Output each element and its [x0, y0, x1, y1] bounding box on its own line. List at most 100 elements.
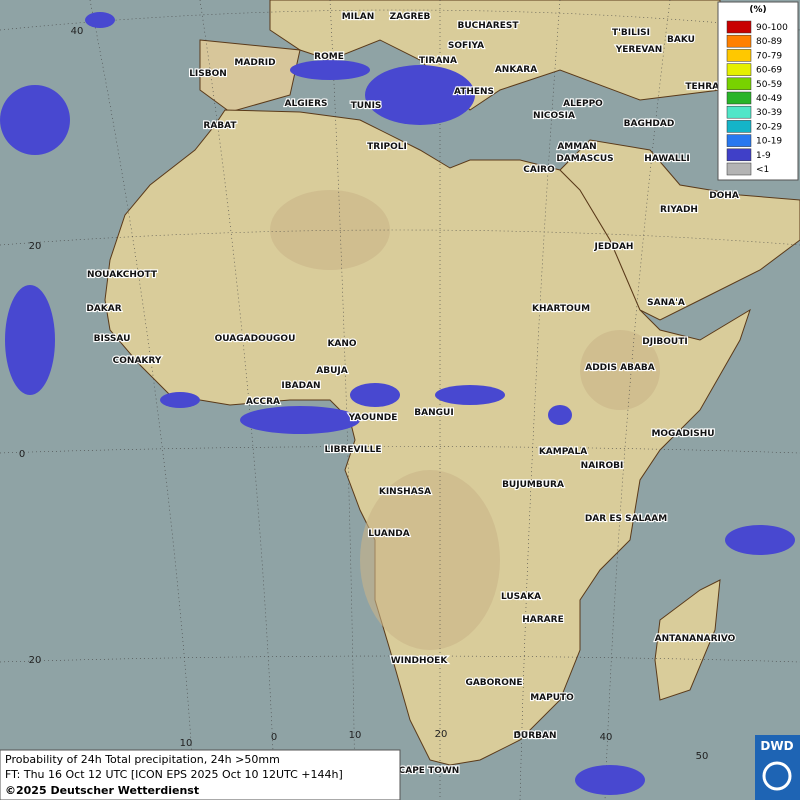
city-label: ROME	[314, 52, 344, 62]
land	[104, 0, 800, 766]
legend-swatch	[726, 162, 752, 176]
legend-swatch	[726, 63, 752, 76]
city-label: ANTANANARIVO	[655, 634, 736, 644]
city-label: MADRID	[234, 58, 275, 68]
city-label: DAR ES SALAAM	[585, 514, 667, 524]
city-label: DOHA	[709, 191, 739, 201]
city-label: CAPE TOWN	[399, 766, 460, 776]
longitude-label: 50	[696, 751, 709, 762]
legend: 90-100 80-89 70-79 60-69 50-59 40-49 30-39 20-2…	[726, 20, 788, 176]
city-label: IBADAN	[281, 381, 320, 391]
legend-label: 50-59	[756, 80, 782, 90]
city-label: HARARE	[522, 615, 563, 625]
city-label: LISBON	[189, 69, 227, 79]
legend-label: 60-69	[756, 66, 782, 76]
caption-box	[0, 749, 401, 800]
latitude-label: 20	[29, 241, 42, 252]
city-label: WINDHOEK	[391, 656, 449, 666]
legend-label: 1-9	[756, 151, 771, 161]
city-label: ALEPPO	[563, 99, 603, 109]
legend-label: 70-79	[756, 51, 782, 61]
latitude-label: 20	[29, 655, 42, 666]
city-label: DURBAN	[513, 731, 556, 741]
city-label: T'BILISI	[612, 28, 650, 38]
legend-swatch	[726, 134, 752, 147]
city-label: BAKU	[667, 35, 695, 45]
longitude-label: 10	[180, 738, 193, 749]
city-label: NICOSIA	[533, 111, 575, 121]
city-label: RIYADH	[660, 205, 698, 215]
city-label: MILAN	[342, 12, 375, 22]
city-label: TEHRAN	[685, 82, 726, 92]
city-label: YAOUNDE	[348, 413, 398, 423]
legend-label: 40-49	[756, 94, 782, 104]
city-label: ALGIERS	[285, 99, 328, 109]
city-label: BANGUI	[414, 408, 453, 418]
city-label: ACCRA	[246, 397, 280, 407]
city-label: RABAT	[203, 121, 237, 131]
city-label: TRIPOLI	[367, 142, 407, 152]
city-label: GABORONE	[465, 678, 522, 688]
city-label: TIRANA	[419, 56, 457, 66]
city-label: TUNIS	[351, 101, 382, 111]
legend-label: 10-19	[756, 137, 782, 147]
city-label: NAIROBI	[581, 461, 624, 471]
city-label: ANKARA	[495, 65, 537, 75]
legend-swatch	[726, 105, 752, 119]
city-label: BUJUMBURA	[502, 480, 564, 490]
city-label: OUAGADOUGOU	[215, 334, 296, 344]
longitude-label: 40	[600, 732, 613, 743]
legend-swatch	[726, 77, 752, 91]
city-label: DJIBOUTI	[642, 337, 687, 347]
legend-swatch	[726, 49, 752, 62]
logo-text: DWD	[760, 739, 793, 753]
legend-swatch	[726, 34, 752, 48]
legend-unit: (%)	[749, 5, 766, 15]
legend-swatch	[726, 120, 752, 133]
graticule-labels: 40 20 0 20 10 0 10 20 30 40 50	[19, 26, 709, 762]
precipitation	[0, 12, 795, 795]
legend-label: 80-89	[756, 37, 782, 47]
city-label: LUSAKA	[501, 592, 541, 602]
city-label: SOFIYA	[448, 41, 484, 51]
legend-label: <1	[756, 165, 769, 175]
longitude-label: 0	[271, 732, 277, 743]
city-label: DAKAR	[86, 304, 121, 314]
city-label: ZAGREB	[390, 12, 431, 22]
city-label: MAPUTO	[530, 693, 574, 703]
logo-swirl	[762, 761, 792, 791]
city-label: KINSHASA	[379, 487, 431, 497]
city-label: BAGHDAD	[624, 119, 675, 129]
city-label: LIBREVILLE	[325, 445, 382, 455]
terrain	[270, 190, 660, 650]
city-label: KHARTOUM	[532, 304, 590, 314]
caption-line: ©2025 Deutscher Wetterdienst	[5, 784, 199, 797]
city-label: MOGADISHU	[651, 429, 714, 439]
legend-swatch	[726, 91, 752, 105]
legend-label: 30-39	[756, 108, 782, 118]
city-label: ATHENS	[454, 87, 494, 97]
city-label: HAWALLI	[644, 154, 689, 164]
legend-swatch	[726, 148, 752, 162]
caption-line: FT: Thu 16 Oct 12 UTC [ICON EPS 2025 Oct…	[5, 768, 343, 781]
city-label: SANA'A	[647, 298, 685, 308]
city-label: YEREVAN	[615, 45, 663, 55]
city-label: DAMASCUS	[556, 154, 613, 164]
city-label: BUCHAREST	[458, 21, 520, 31]
longitude-label: 10	[349, 730, 362, 741]
city-label: ABUJA	[316, 366, 347, 376]
city-label: BISSAU	[94, 334, 131, 344]
city-label: ADDIS ABABA	[585, 363, 655, 373]
latitude-label: 40	[71, 26, 84, 37]
longitude-label: 30	[515, 730, 528, 741]
latitude-label: 0	[19, 449, 25, 460]
caption-line: Probability of 24h Total precipitation, …	[5, 753, 280, 766]
city-label: AMMAN	[557, 142, 596, 152]
city-label: CONAKRY	[113, 356, 162, 366]
city-label: CAIRO	[523, 165, 555, 175]
legend-label: 20-29	[756, 122, 782, 132]
longitude-label: 20	[435, 729, 448, 740]
city-label: JEDDAH	[594, 242, 634, 252]
city-label: KANO	[327, 339, 356, 349]
